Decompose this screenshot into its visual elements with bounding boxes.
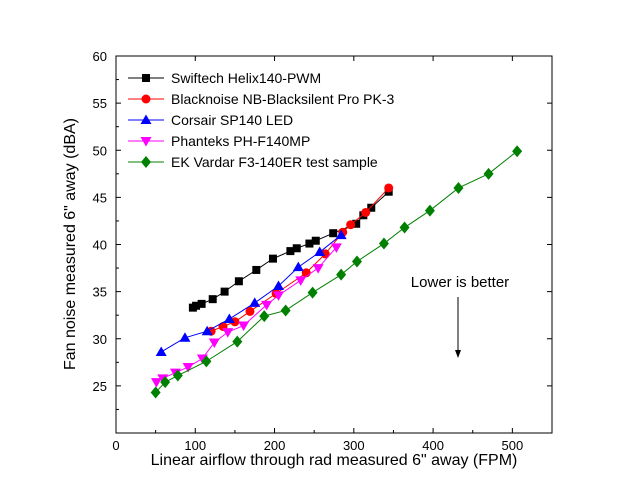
data-point [512,145,523,158]
data-point [245,306,255,316]
data-point [367,203,376,212]
series-line [156,246,337,383]
data-point [273,280,285,290]
legend-label: Swiftech Helix140-PWM [171,70,321,86]
data-point [351,255,362,268]
data-point [192,301,201,310]
legend-item: Blacknoise NB-Blacksilent Pro PK-3 [128,91,395,107]
data-point [307,286,318,299]
data-point [273,291,285,301]
legend: Swiftech Helix140-PWM Blacknoise NB-Black… [128,70,395,170]
data-point [268,254,277,263]
data-point [346,220,356,230]
data-point [295,276,307,286]
axis-ticks: 0 100 200 300 400 500 25 30 35 40 45 50 55 60 [93,49,552,453]
data-point [384,183,394,193]
legend-marker [140,114,152,124]
y-tick-label: 60 [93,49,107,64]
series-line [155,150,518,393]
legend-item: Swiftech Helix140-PWM [128,70,321,86]
series-0 [188,187,393,312]
data-point [201,325,213,336]
data-point [361,207,371,217]
data-point [305,239,314,248]
data-point [150,378,162,388]
data-point [314,246,326,257]
data-point [234,277,243,286]
y-tick-label: 40 [93,238,107,253]
y-tick-label: 35 [93,285,107,300]
data-point [330,243,342,253]
data-point [259,310,270,323]
data-point [320,249,330,259]
series-2 [155,229,347,356]
data-point [252,265,261,274]
legend-label: Corsair SP140 LED [171,112,293,128]
data-point [280,304,291,317]
y-tick-label: 55 [93,96,107,111]
data-point [378,237,389,250]
data-point [286,247,295,256]
data-point [424,204,435,217]
x-tick-label: 0 [112,438,119,453]
data-point [223,313,235,323]
data-point [312,264,324,274]
data-point [160,376,171,389]
x-tick-label: 500 [502,438,524,453]
legend-item: Phanteks PH-F140MP [128,133,310,149]
data-point [201,355,212,368]
y-axis-label: Fan noise measured 6" away (dBA) [62,118,79,370]
x-tick-label: 300 [343,438,365,453]
data-point [292,261,304,272]
legend-marker [142,74,150,82]
y-tick-label: 25 [93,379,107,394]
x-tick-label: 400 [422,438,444,453]
data-point [238,321,250,332]
data-point [335,229,347,240]
data-point [453,181,464,194]
annotation-lower-is-better: Lower is better [411,274,509,291]
data-point [155,346,167,356]
data-point [197,299,206,308]
data-point [261,300,273,311]
data-point [329,229,338,238]
data-point [208,338,220,349]
data-point [352,219,361,228]
y-tick-label: 45 [93,190,107,205]
legend-marker [141,156,151,168]
series-layer [150,145,523,399]
data-point [292,244,301,253]
data-point [172,369,183,382]
y-tick-label: 50 [93,143,107,158]
data-point [336,268,347,281]
data-point [249,297,261,307]
data-point [179,332,191,342]
legend-label: Phanteks PH-F140MP [171,133,310,149]
x-tick-label: 200 [264,438,286,453]
data-point [232,335,243,348]
data-point [220,287,229,296]
series-3 [150,243,342,388]
legend-label: EK Vardar F3-140ER test sample [171,154,378,170]
annotation-arrow-head [455,350,461,358]
data-point [182,363,194,373]
series-1 [206,183,394,336]
y-tick-label: 30 [93,332,107,347]
legend-marker [141,94,151,104]
data-point [150,386,161,399]
data-point [399,221,410,234]
legend-marker [140,137,152,147]
data-point [483,167,494,180]
series-4 [150,145,523,399]
x-axis-label: Linear airflow through rad measured 6" a… [151,452,518,469]
data-point [208,295,217,304]
legend-item: Corsair SP140 LED [128,112,293,128]
legend-item: EK Vardar F3-140ER test sample [128,154,378,170]
data-point [222,328,234,338]
series-line [210,187,390,332]
legend-label: Blacknoise NB-Blacksilent Pro PK-3 [171,91,395,107]
x-tick-label: 100 [184,438,206,453]
data-point [311,236,320,245]
